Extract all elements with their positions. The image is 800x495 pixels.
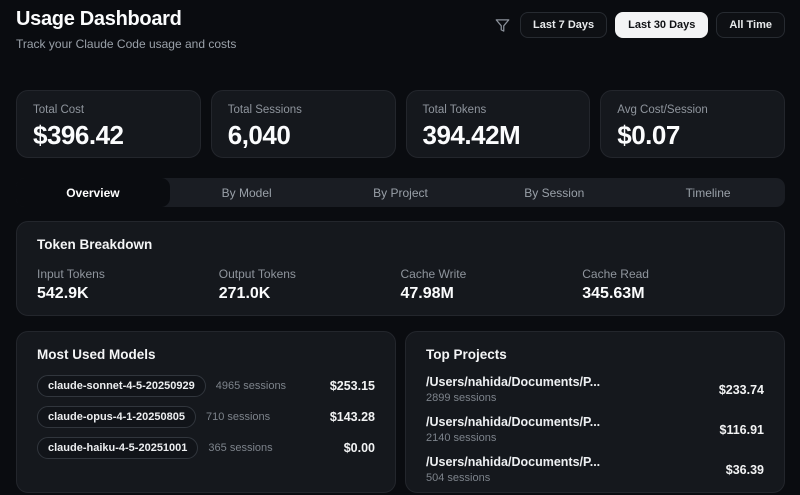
- project-info: /Users/nahida/Documents/P... 504 session…: [426, 455, 600, 484]
- token-label: Output Tokens: [218, 267, 296, 281]
- model-sessions: 365 sessions: [208, 442, 273, 454]
- stat-value: $0.07: [617, 120, 680, 150]
- project-cost: $116.91: [719, 422, 765, 437]
- model-row: claude-haiku-4-5-20251001 365 sessions $…: [37, 437, 375, 459]
- most-used-models-title: Most Used Models: [37, 347, 156, 362]
- stat-label: Total Sessions: [227, 104, 302, 116]
- project-info: /Users/nahida/Documents/P... 2899 sessio…: [426, 375, 600, 404]
- model-row: claude-opus-4-1-20250805 710 sessions $1…: [37, 406, 375, 428]
- token-breakdown-grid: Input Tokens 542.9K Output Tokens 271.0K…: [37, 267, 764, 303]
- stat-label: Total Cost: [33, 104, 85, 116]
- header: Usage Dashboard Track your Claude Code u…: [16, 8, 785, 51]
- token-value: 47.98M: [400, 285, 454, 302]
- project-sessions: 2899 sessions: [426, 392, 497, 404]
- token-stat-cache-write: Cache Write 47.98M: [401, 267, 583, 303]
- tab-by-project[interactable]: By Project: [373, 185, 428, 200]
- token-breakdown-title: Token Breakdown: [37, 237, 153, 252]
- filter-last-7-days-button[interactable]: Last 7 Days: [519, 12, 608, 38]
- project-row: /Users/nahida/Documents/P... 504 session…: [426, 455, 764, 484]
- project-info: /Users/nahida/Documents/P... 2140 sessio…: [426, 415, 600, 444]
- most-used-models-card: Most Used Models claude-sonnet-4-5-20250…: [16, 331, 396, 493]
- bottom-row: Most Used Models claude-sonnet-4-5-20250…: [16, 331, 785, 493]
- tab-bar: Overview By Model By Project By Session …: [16, 178, 785, 207]
- tab-by-session[interactable]: By Session: [524, 185, 585, 200]
- stat-value: 394.42M: [422, 120, 521, 150]
- stat-label: Avg Cost/Session: [617, 104, 708, 116]
- filter-all-time-button[interactable]: All Time: [716, 12, 785, 38]
- token-label: Input Tokens: [37, 267, 105, 281]
- model-cost: $143.28: [329, 410, 375, 424]
- header-titles: Usage Dashboard Track your Claude Code u…: [16, 8, 236, 51]
- model-cost: $253.15: [329, 379, 375, 393]
- stat-card-avg-cost: Avg Cost/Session $0.07: [600, 90, 785, 158]
- stat-card-total-sessions: Total Sessions 6,040: [210, 90, 396, 158]
- stat-value: 6,040: [227, 120, 291, 150]
- funnel-icon[interactable]: [495, 18, 510, 33]
- project-row: /Users/nahida/Documents/P... 2899 sessio…: [426, 375, 764, 404]
- token-stat-cache-read: Cache Read 345.63M: [582, 267, 764, 303]
- time-filter-group: Last 7 Days Last 30 Days All Time: [495, 12, 785, 38]
- project-sessions: 504 sessions: [426, 472, 491, 484]
- tab-overview[interactable]: Overview: [16, 178, 170, 207]
- token-value: 542.9K: [37, 285, 89, 302]
- filter-last-30-days-button[interactable]: Last 30 Days: [615, 12, 709, 38]
- tab-by-model[interactable]: By Model: [221, 185, 272, 200]
- stats-row: Total Cost $396.42 Total Sessions 6,040 …: [16, 90, 785, 158]
- token-stat-output: Output Tokens 271.0K: [219, 267, 401, 303]
- project-row: /Users/nahida/Documents/P... 2140 sessio…: [426, 415, 764, 444]
- model-sessions: 710 sessions: [205, 411, 271, 423]
- token-label: Cache Write: [400, 267, 467, 281]
- token-value: 271.0K: [218, 285, 271, 302]
- page-subtitle: Track your Claude Code usage and costs: [16, 37, 237, 51]
- tab-timeline[interactable]: Timeline: [685, 185, 731, 200]
- model-name-badge: claude-haiku-4-5-20251001: [37, 437, 199, 459]
- model-cost: $0.00: [343, 441, 375, 455]
- stat-card-total-tokens: Total Tokens 394.42M: [405, 90, 591, 158]
- token-stat-input: Input Tokens 542.9K: [37, 267, 219, 303]
- top-projects-title: Top Projects: [426, 347, 507, 362]
- project-path: /Users/nahida/Documents/P...: [426, 415, 601, 429]
- stat-card-total-cost: Total Cost $396.42: [16, 90, 201, 158]
- model-name-badge: claude-sonnet-4-5-20250929: [37, 375, 206, 397]
- token-breakdown-card: Token Breakdown Input Tokens 542.9K Outp…: [16, 221, 785, 316]
- token-value: 345.63M: [582, 285, 645, 302]
- stat-value: $396.42: [33, 120, 124, 150]
- model-name-badge: claude-opus-4-1-20250805: [37, 406, 196, 428]
- top-projects-card: Top Projects /Users/nahida/Documents/P..…: [405, 331, 785, 493]
- model-row: claude-sonnet-4-5-20250929 4965 sessions…: [37, 375, 375, 397]
- page-title: Usage Dashboard: [16, 8, 182, 30]
- model-sessions: 4965 sessions: [215, 380, 287, 392]
- project-cost: $36.39: [725, 462, 764, 477]
- stat-label: Total Tokens: [422, 104, 487, 116]
- project-path: /Users/nahida/Documents/P...: [426, 375, 601, 389]
- project-cost: $233.74: [718, 382, 764, 397]
- token-label: Cache Read: [582, 267, 649, 281]
- project-sessions: 2140 sessions: [426, 432, 497, 444]
- project-path: /Users/nahida/Documents/P...: [426, 455, 601, 469]
